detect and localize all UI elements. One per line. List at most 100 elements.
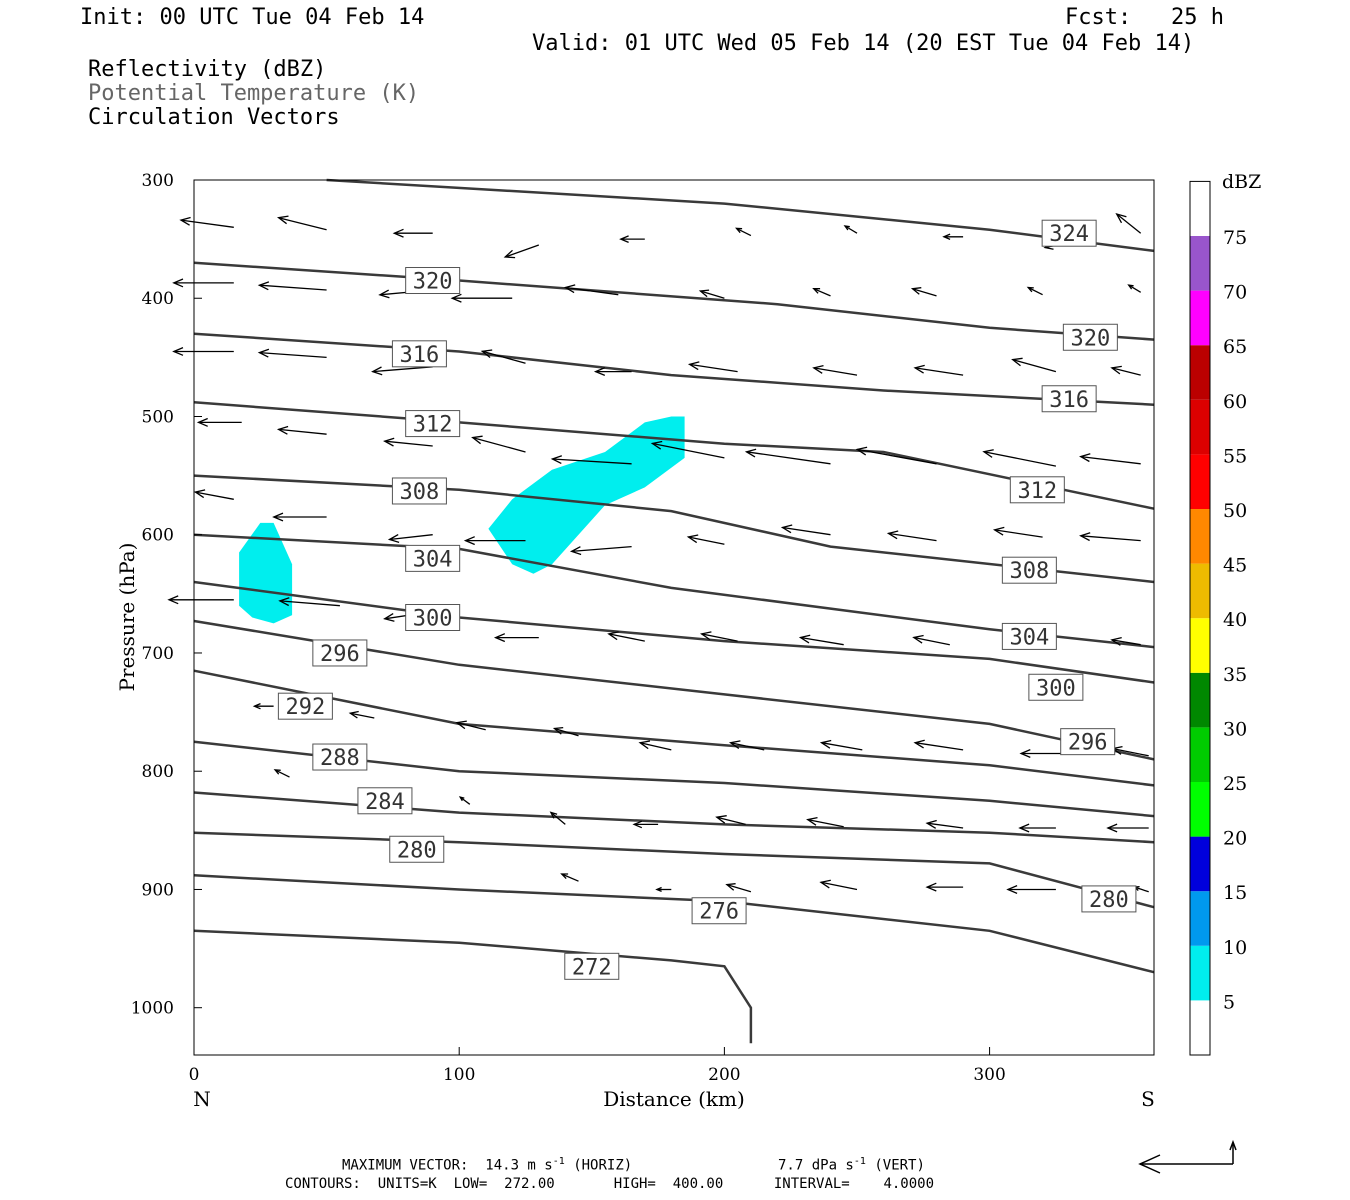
- y-tick-label: 500: [142, 407, 174, 427]
- vector-head: [1079, 453, 1091, 463]
- vector-head: [1026, 286, 1034, 293]
- circulation-vector: [569, 545, 632, 556]
- vector-head: [480, 349, 493, 359]
- vector-layer: [167, 212, 1149, 894]
- contour-label-304: 304: [1009, 625, 1049, 650]
- circulation-vector: [655, 886, 672, 893]
- vector-shaft: [726, 883, 752, 893]
- vector-shaft: [857, 448, 937, 465]
- contour-label-box-320: [405, 267, 461, 295]
- circulation-vector: [455, 720, 486, 731]
- vector-shaft: [1012, 358, 1057, 373]
- circulation-vector: [179, 216, 234, 228]
- circulation-vector: [167, 595, 234, 605]
- y-tick-label: 700: [142, 644, 174, 664]
- vector-head: [686, 534, 699, 544]
- y-tick-label: 900: [142, 880, 174, 900]
- vector-head: [273, 769, 281, 775]
- contour-label-box-280: [1081, 885, 1137, 913]
- vector-head: [735, 227, 743, 234]
- circulation-vector: [1018, 823, 1056, 833]
- circulation-vector: [913, 364, 964, 376]
- colorbar-segment: [1190, 181, 1210, 236]
- circulation-vector: [925, 882, 964, 892]
- vector-head: [1019, 749, 1031, 758]
- vector-head: [167, 595, 179, 605]
- theta-contour-280: [193, 831, 1155, 909]
- colorbar-label: 10: [1223, 937, 1247, 959]
- vector-head: [913, 739, 925, 749]
- colorbar-label: 20: [1223, 828, 1247, 850]
- max-vector-vert-suffix: (VERT): [865, 1157, 925, 1174]
- theta-contour-320: [193, 261, 1155, 341]
- vector-head: [725, 883, 736, 891]
- vector-head: [272, 512, 284, 522]
- vector-head: [698, 289, 710, 298]
- forecast-hour: Fcst: 25 h: [1065, 5, 1224, 30]
- vector-head: [925, 882, 937, 892]
- vector-head: [455, 720, 467, 730]
- vector-head: [252, 703, 261, 710]
- vector-shaft: [571, 545, 632, 553]
- vector-head: [563, 284, 576, 294]
- vector-shaft: [550, 811, 566, 825]
- vector-head: [550, 455, 563, 464]
- vector-head: [925, 819, 937, 829]
- contour-label-292: 292: [286, 695, 326, 720]
- colorbar-label: 15: [1223, 882, 1247, 904]
- vector-head: [744, 448, 757, 458]
- y-tick-label: 400: [142, 289, 174, 309]
- circulation-vector: [550, 455, 632, 465]
- vector-head: [593, 367, 606, 377]
- colorbar-segment: [1190, 236, 1210, 291]
- contour-label-box-296: [312, 639, 368, 667]
- contour-label-box-316: [1041, 385, 1097, 413]
- theta-contour-292: [193, 669, 1155, 787]
- vector-shaft: [700, 290, 725, 299]
- circulation-vector: [172, 278, 234, 288]
- colorbar-label: 40: [1223, 609, 1247, 631]
- circulation-vector: [471, 435, 526, 453]
- circulation-vector: [278, 597, 340, 607]
- circulation-vector: [276, 215, 327, 231]
- vector-shaft: [554, 727, 579, 737]
- axes-layer: 300 400 500 600 700 800 900 1000 0 100 200 300 Dista…: [115, 171, 1155, 1111]
- circulation-vector: [925, 819, 964, 829]
- colorbar-label: 5: [1223, 991, 1235, 1013]
- vector-head: [276, 215, 289, 225]
- horiz-exponent: -1: [552, 1156, 565, 1167]
- vector-head: [982, 449, 994, 458]
- vector-shaft: [652, 442, 725, 459]
- north-label: N: [193, 1087, 211, 1111]
- theta-contour-300: [193, 580, 1155, 684]
- vector-shaft: [384, 440, 433, 447]
- circulation-vector: [607, 631, 645, 642]
- circulation-vector: [593, 367, 632, 377]
- vector-head: [1106, 823, 1118, 833]
- circulation-vector: [843, 225, 858, 234]
- contour-label-box-320: [1062, 323, 1118, 351]
- max-vector-line: MAXIMUM VECTOR: 14.3 m s-1 (HORIZ): [342, 1156, 632, 1174]
- vector-shaft: [782, 526, 831, 536]
- reflectivity-area-2: [488, 416, 685, 574]
- colorbar-segment: [1190, 945, 1210, 1001]
- vector-shaft: [820, 881, 858, 891]
- circulation-vector: [552, 726, 579, 737]
- max-vector-vert: 7.7 dPa s: [778, 1157, 854, 1174]
- vector-head: [458, 796, 465, 802]
- colorbar-label: 45: [1223, 555, 1247, 577]
- contour-label-box-304: [405, 544, 461, 572]
- vector-shaft: [813, 367, 858, 376]
- vector-shaft: [746, 451, 831, 465]
- colorbar-segment: [1190, 1000, 1210, 1055]
- vector-head: [632, 820, 643, 829]
- colorbar-label: 65: [1223, 336, 1247, 358]
- vector-shaft: [1112, 747, 1149, 757]
- vector-shaft: [504, 244, 540, 258]
- circulation-vector: [686, 534, 725, 545]
- plot-frame: [193, 179, 1155, 1056]
- contour-label-300: 300: [413, 607, 453, 632]
- vector-head: [196, 417, 208, 427]
- contour-label-320: 320: [1070, 326, 1110, 351]
